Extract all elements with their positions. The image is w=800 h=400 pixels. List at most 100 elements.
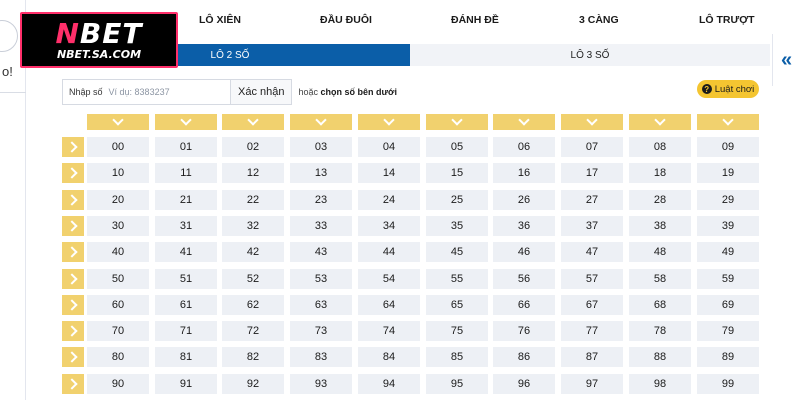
number-cell[interactable]: 23 [290, 190, 352, 210]
number-cell[interactable]: 15 [426, 163, 488, 183]
number-cell[interactable]: 24 [358, 190, 420, 210]
row-select-button[interactable] [62, 347, 84, 367]
number-cell[interactable]: 86 [493, 347, 555, 367]
number-cell[interactable]: 13 [290, 163, 352, 183]
number-cell[interactable]: 94 [358, 374, 420, 394]
number-cell[interactable]: 20 [87, 190, 149, 210]
number-input[interactable]: Nhập số Ví dụ: 8383237 [62, 79, 230, 105]
menu-item-dau-duoi[interactable]: ĐẦU ĐUÔI [320, 14, 372, 26]
row-select-button[interactable] [62, 242, 84, 262]
row-select-button[interactable] [62, 295, 84, 315]
number-cell[interactable]: 61 [155, 295, 217, 315]
number-cell[interactable]: 44 [358, 242, 420, 262]
number-cell[interactable]: 54 [358, 269, 420, 289]
number-cell[interactable]: 58 [629, 269, 691, 289]
number-cell[interactable]: 30 [87, 216, 149, 236]
number-cell[interactable]: 40 [87, 242, 149, 262]
number-cell[interactable]: 80 [87, 347, 149, 367]
number-cell[interactable]: 62 [222, 295, 284, 315]
number-cell[interactable]: 99 [697, 374, 759, 394]
column-select-button[interactable] [426, 114, 488, 130]
number-cell[interactable]: 12 [222, 163, 284, 183]
number-cell[interactable]: 88 [629, 347, 691, 367]
number-cell[interactable]: 32 [222, 216, 284, 236]
number-cell[interactable]: 63 [290, 295, 352, 315]
number-cell[interactable]: 59 [697, 269, 759, 289]
number-cell[interactable]: 26 [493, 190, 555, 210]
number-cell[interactable]: 08 [629, 137, 691, 157]
row-select-button[interactable] [62, 137, 84, 157]
number-cell[interactable]: 36 [493, 216, 555, 236]
number-cell[interactable]: 71 [155, 321, 217, 341]
number-cell[interactable]: 97 [561, 374, 623, 394]
column-select-button[interactable] [629, 114, 691, 130]
number-cell[interactable]: 00 [87, 137, 149, 157]
number-cell[interactable]: 18 [629, 163, 691, 183]
number-cell[interactable]: 46 [493, 242, 555, 262]
column-select-button[interactable] [222, 114, 284, 130]
number-cell[interactable]: 27 [561, 190, 623, 210]
number-cell[interactable]: 42 [222, 242, 284, 262]
number-cell[interactable]: 79 [697, 321, 759, 341]
number-cell[interactable]: 51 [155, 269, 217, 289]
number-cell[interactable]: 50 [87, 269, 149, 289]
number-cell[interactable]: 01 [155, 137, 217, 157]
number-cell[interactable]: 90 [87, 374, 149, 394]
row-select-button[interactable] [62, 216, 84, 236]
number-cell[interactable]: 81 [155, 347, 217, 367]
number-cell[interactable]: 28 [629, 190, 691, 210]
number-cell[interactable]: 91 [155, 374, 217, 394]
menu-item-danh-de[interactable]: ĐÁNH ĐỀ [451, 14, 499, 26]
number-cell[interactable]: 21 [155, 190, 217, 210]
number-cell[interactable]: 89 [697, 347, 759, 367]
menu-item-lo-xien[interactable]: LÔ XIÊN [199, 14, 242, 26]
number-cell[interactable]: 16 [493, 163, 555, 183]
row-select-button[interactable] [62, 374, 84, 394]
number-cell[interactable]: 14 [358, 163, 420, 183]
number-cell[interactable]: 05 [426, 137, 488, 157]
number-cell[interactable]: 74 [358, 321, 420, 341]
number-cell[interactable]: 92 [222, 374, 284, 394]
column-select-button[interactable] [697, 114, 759, 130]
row-select-button[interactable] [62, 269, 84, 289]
number-cell[interactable]: 02 [222, 137, 284, 157]
number-cell[interactable]: 33 [290, 216, 352, 236]
number-cell[interactable]: 70 [87, 321, 149, 341]
number-cell[interactable]: 37 [561, 216, 623, 236]
number-cell[interactable]: 11 [155, 163, 217, 183]
number-cell[interactable]: 06 [493, 137, 555, 157]
number-cell[interactable]: 60 [87, 295, 149, 315]
number-cell[interactable]: 25 [426, 190, 488, 210]
column-select-button[interactable] [290, 114, 352, 130]
number-cell[interactable]: 64 [358, 295, 420, 315]
row-select-button[interactable] [62, 163, 84, 183]
confirm-button[interactable]: Xác nhận [230, 79, 293, 105]
number-cell[interactable]: 09 [697, 137, 759, 157]
number-cell[interactable]: 47 [561, 242, 623, 262]
number-cell[interactable]: 03 [290, 137, 352, 157]
number-cell[interactable]: 98 [629, 374, 691, 394]
number-cell[interactable]: 55 [426, 269, 488, 289]
number-cell[interactable]: 07 [561, 137, 623, 157]
avatar-circle[interactable] [0, 20, 18, 52]
number-cell[interactable]: 39 [697, 216, 759, 236]
column-select-button[interactable] [493, 114, 555, 130]
number-cell[interactable]: 45 [426, 242, 488, 262]
number-cell[interactable]: 52 [222, 269, 284, 289]
number-cell[interactable]: 68 [629, 295, 691, 315]
number-cell[interactable]: 04 [358, 137, 420, 157]
number-cell[interactable]: 41 [155, 242, 217, 262]
number-cell[interactable]: 56 [493, 269, 555, 289]
number-cell[interactable]: 34 [358, 216, 420, 236]
rules-button[interactable]: ? Luật chơi [697, 80, 759, 98]
number-cell[interactable]: 35 [426, 216, 488, 236]
nbet-logo[interactable]: NBET NBET.SA.COM [20, 12, 178, 68]
number-cell[interactable]: 83 [290, 347, 352, 367]
number-cell[interactable]: 67 [561, 295, 623, 315]
number-cell[interactable]: 95 [426, 374, 488, 394]
number-cell[interactable]: 85 [426, 347, 488, 367]
number-cell[interactable]: 76 [493, 321, 555, 341]
number-cell[interactable]: 65 [426, 295, 488, 315]
row-select-button[interactable] [62, 321, 84, 341]
number-cell[interactable]: 69 [697, 295, 759, 315]
